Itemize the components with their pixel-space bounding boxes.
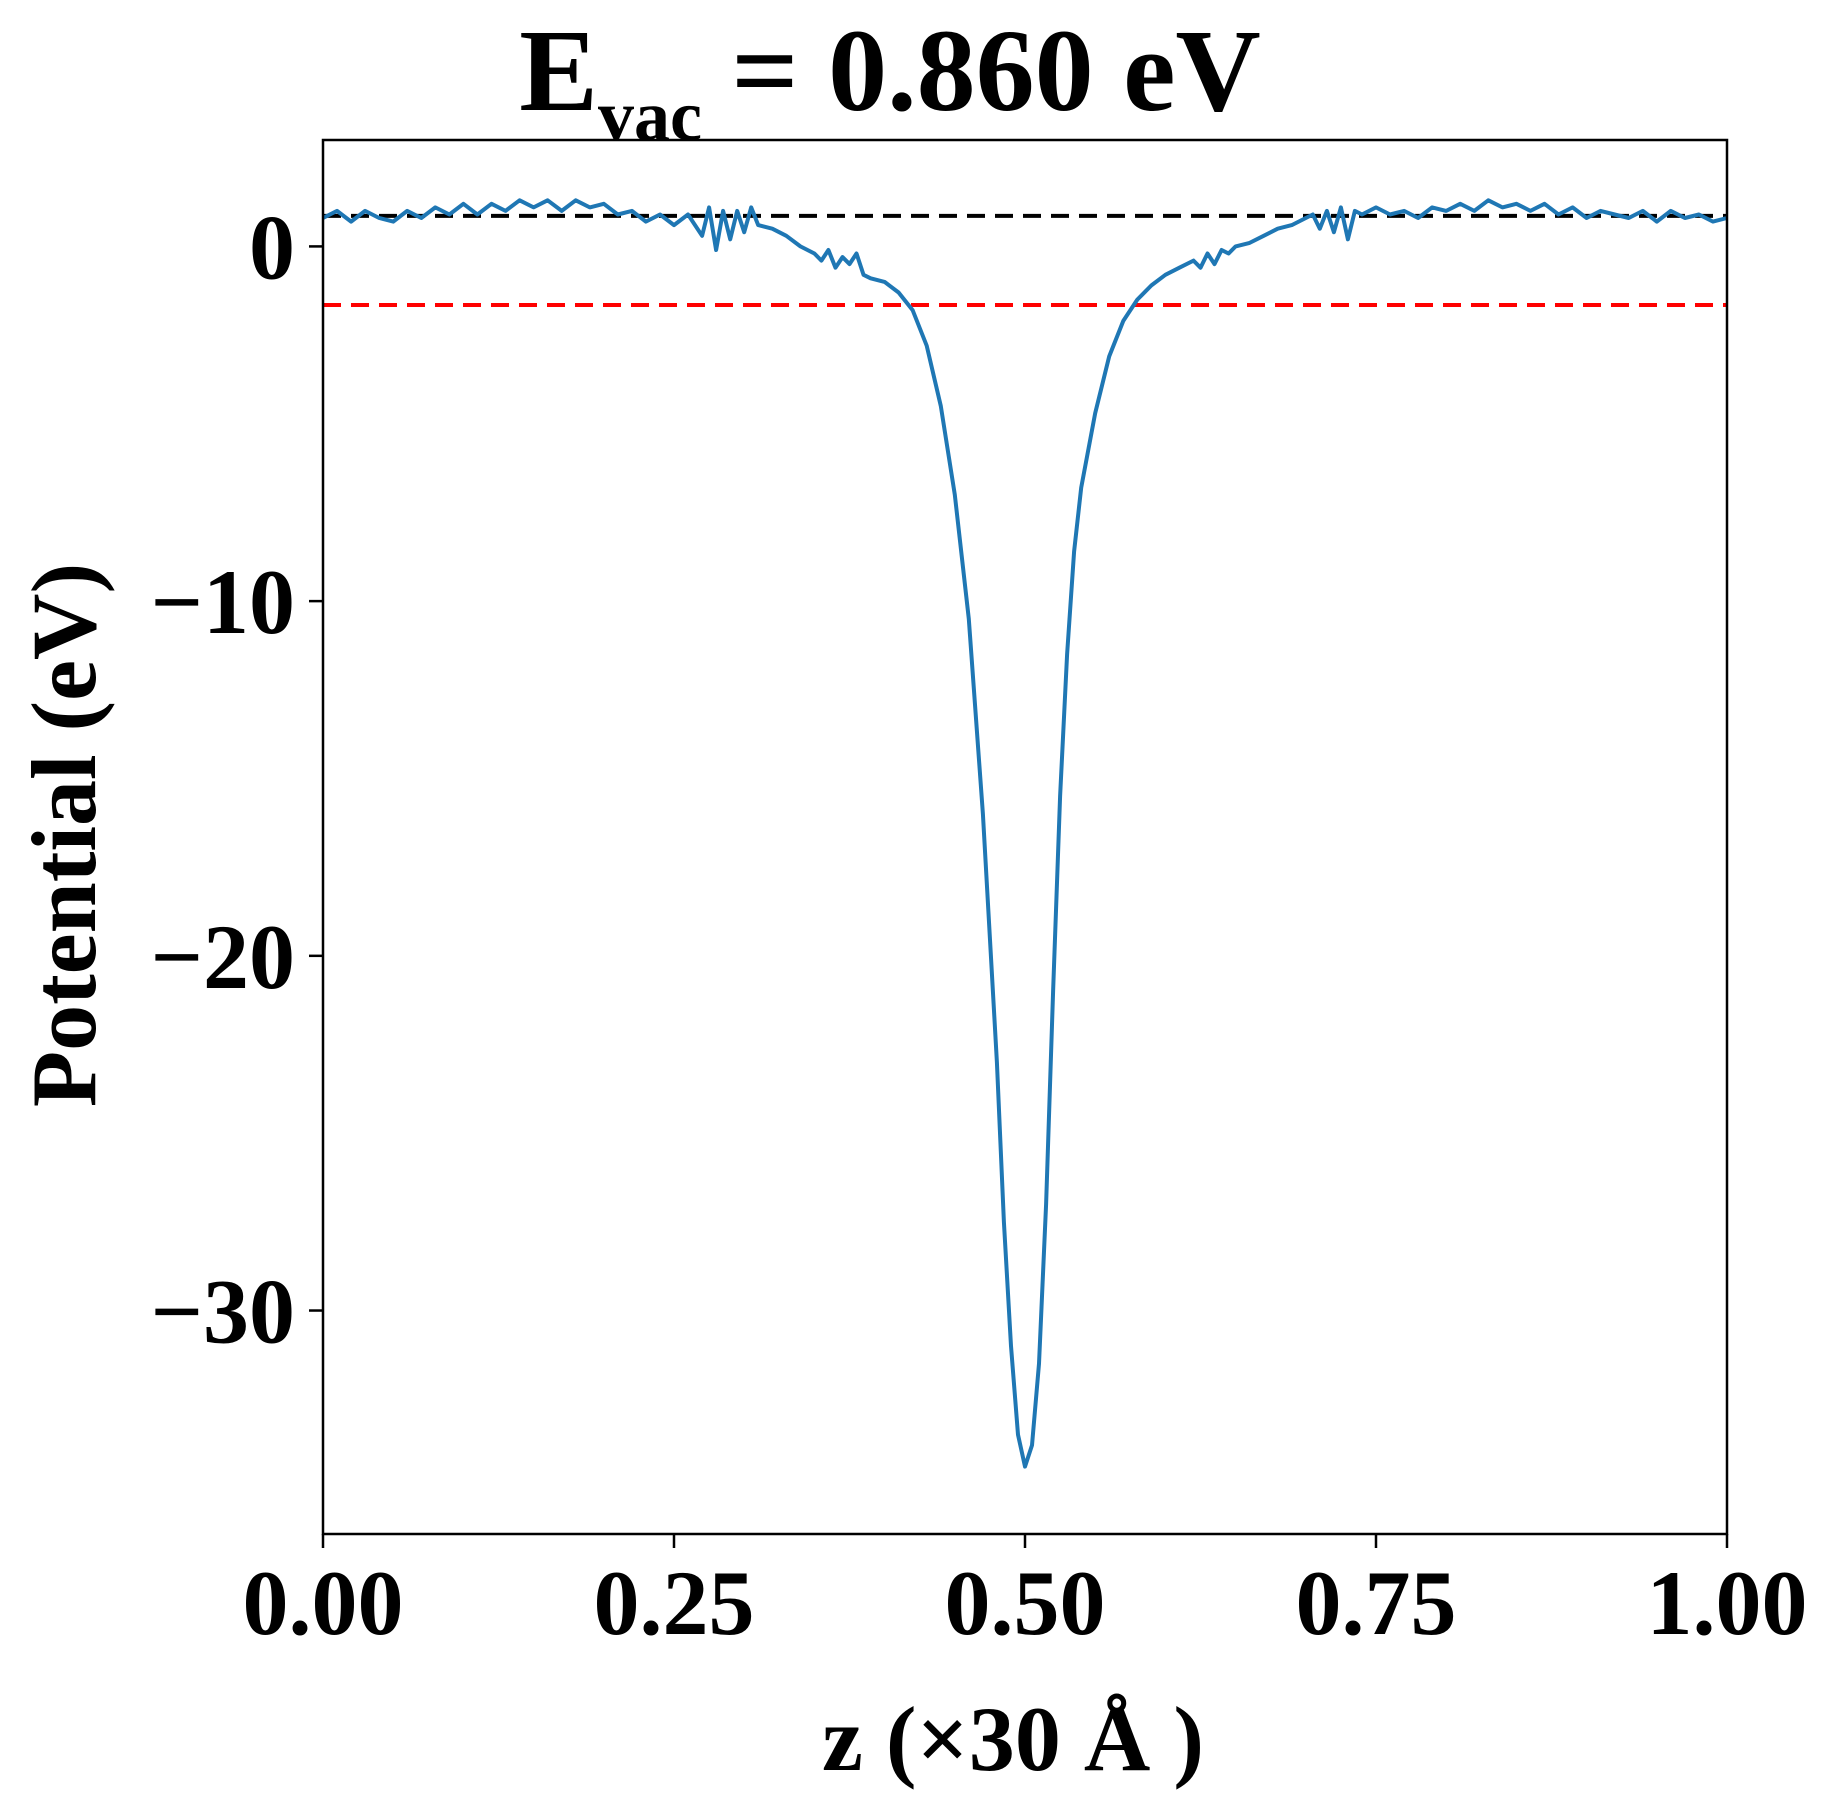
x-tick-label: 0.75 — [1296, 1552, 1457, 1654]
y-tick-label: 0 — [249, 196, 295, 298]
title-rest: = 0.860 eV — [702, 5, 1261, 136]
title-base: E — [519, 5, 598, 136]
y-axis-ticks: 0 −10 −20 −30 — [151, 196, 323, 1363]
y-tick-label: −10 — [151, 551, 295, 653]
series-layer — [322, 198, 1728, 1469]
y-tick-label: −30 — [151, 1261, 295, 1363]
x-tick-label: 1.00 — [1647, 1552, 1808, 1654]
title-subscript: vac — [598, 76, 702, 156]
y-tick-label: −20 — [151, 906, 295, 1008]
y-axis-label: Potential (eV) — [13, 563, 115, 1107]
reference-lines — [323, 213, 1727, 307]
x-axis-ticks: 0.00 0.25 0.50 0.75 1.00 — [243, 1534, 1808, 1654]
x-tick-label: 0.25 — [594, 1552, 755, 1654]
plot-frame — [321, 138, 1729, 1536]
x-axis-label: z (×30 Å ) — [822, 1688, 1204, 1790]
x-tick-label: 0.50 — [945, 1552, 1106, 1654]
series-line-0 — [322, 198, 1728, 1469]
chart-title: Evac = 0.860 eV — [519, 5, 1261, 156]
x-tick-label: 0.00 — [243, 1552, 404, 1654]
